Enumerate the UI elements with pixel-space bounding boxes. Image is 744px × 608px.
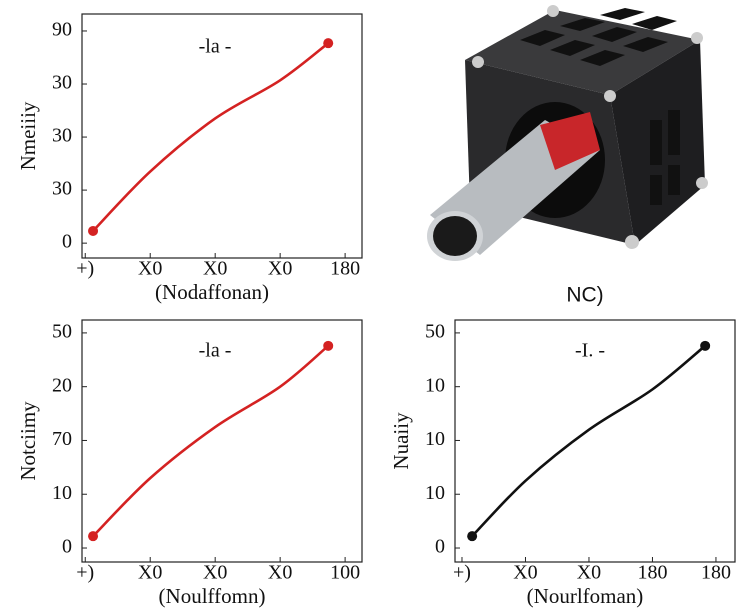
chart-title: -la - bbox=[199, 340, 232, 362]
x-tick-label: X0 bbox=[513, 562, 537, 584]
y-tick-label: 0 bbox=[435, 536, 445, 558]
y-tick-label: 10 bbox=[425, 374, 445, 396]
plot-frame bbox=[454, 319, 736, 563]
x-tick-label: X0 bbox=[203, 562, 227, 584]
end-point bbox=[88, 531, 99, 542]
end-point bbox=[467, 531, 478, 542]
x-tick-label: 180 bbox=[701, 562, 731, 584]
data-line bbox=[92, 344, 330, 538]
x-tick-label: X0 bbox=[138, 562, 162, 584]
x-axis-label: (Noulffomn) bbox=[159, 584, 266, 608]
chart-title: -I. - bbox=[575, 340, 605, 362]
y-tick-label: 30 bbox=[52, 178, 72, 200]
x-tick-label: 180 bbox=[330, 258, 360, 280]
y-tick-label: 70 bbox=[52, 428, 72, 450]
x-axis-label: (Nourlfoman) bbox=[527, 584, 644, 608]
x-tick-label: X0 bbox=[203, 258, 227, 280]
y-axis-label: Nmeiiiy bbox=[16, 101, 40, 170]
y-tick-label: 10 bbox=[425, 482, 445, 504]
y-tick-label: 10 bbox=[425, 428, 445, 450]
x-tick-label: X0 bbox=[577, 562, 601, 584]
end-point bbox=[700, 340, 711, 351]
photo-caption: NC) bbox=[566, 284, 603, 307]
y-tick-label: 50 bbox=[425, 321, 445, 343]
x-tick-label: 100 bbox=[330, 562, 360, 584]
x-tick-label: X0 bbox=[268, 258, 292, 280]
chart-title: -la - bbox=[199, 36, 232, 58]
y-tick-label: 50 bbox=[52, 321, 72, 343]
y-tick-label: 10 bbox=[52, 482, 72, 504]
x-axis-label: (Nodaffonan) bbox=[155, 280, 269, 304]
plot-frame bbox=[81, 13, 363, 259]
y-tick-label: 20 bbox=[52, 374, 72, 396]
y-tick-label: 30 bbox=[52, 125, 72, 147]
end-point bbox=[323, 340, 334, 351]
x-tick-label: 180 bbox=[637, 562, 667, 584]
end-point bbox=[323, 38, 334, 49]
data-line bbox=[92, 42, 330, 232]
y-tick-label: 0 bbox=[62, 231, 72, 253]
data-line bbox=[471, 344, 706, 538]
y-tick-label: 30 bbox=[52, 72, 72, 94]
y-axis-label: Nuaiiy bbox=[389, 412, 413, 470]
x-tick-label: X0 bbox=[138, 258, 162, 280]
y-tick-label: 0 bbox=[62, 536, 72, 558]
end-point bbox=[88, 225, 99, 236]
y-tick-label: 90 bbox=[52, 19, 72, 41]
x-tick-label: X0 bbox=[268, 562, 292, 584]
y-axis-label: Notciimy bbox=[16, 401, 40, 481]
plot-frame bbox=[81, 319, 363, 563]
photo: NC) bbox=[427, 5, 708, 307]
x-tick-label: +) bbox=[76, 258, 94, 280]
x-tick-label: +) bbox=[76, 562, 94, 584]
x-tick-label: +) bbox=[453, 562, 471, 584]
